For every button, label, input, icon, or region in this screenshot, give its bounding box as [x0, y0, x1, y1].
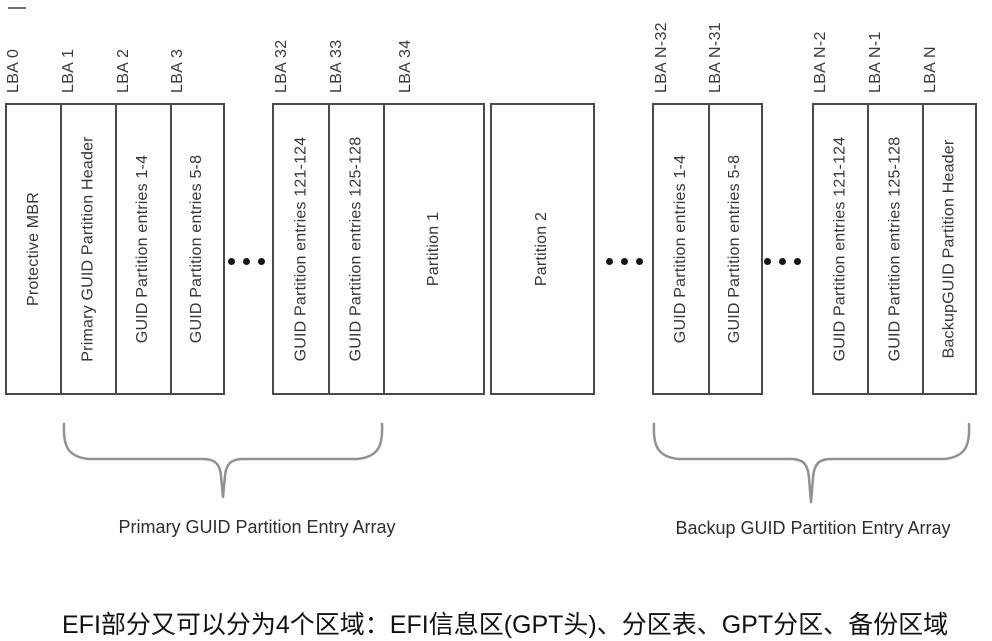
- lba-label-n: LBA N: [922, 46, 939, 93]
- box-primary-gpt-header: Primary GUID Partition Header: [60, 103, 117, 395]
- backup-array-brace: [652, 422, 971, 504]
- box-backup-entries-5-8: GUID Partition entries 5-8: [708, 103, 763, 395]
- box-partition-2: Partition 2: [490, 103, 595, 395]
- dot-icon: [794, 258, 801, 265]
- dot-icon: [258, 258, 265, 265]
- dot-icon: [764, 258, 771, 265]
- box-entries-125-128: GUID Partition entries 125-128: [328, 103, 385, 395]
- box-backup-entries-1-4: GUID Partition entries 1-4: [652, 103, 710, 395]
- box-partition-1: Partition 1: [383, 103, 485, 395]
- box-label: Partition 2: [533, 211, 551, 287]
- primary-array-label: Primary GUID Partition Entry Array: [118, 517, 396, 537]
- ellipsis-dots-middle: [606, 258, 643, 265]
- box-entries-1-4: GUID Partition entries 1-4: [115, 103, 172, 395]
- box-entries-5-8: GUID Partition entries 5-8: [170, 103, 225, 395]
- box-label: Partition 1: [425, 211, 442, 287]
- dot-icon: [636, 258, 643, 265]
- box-label: GUID Partition entries 5-8: [188, 154, 206, 344]
- backup-array-label: Backup GUID Partition Entry Array: [675, 518, 951, 538]
- box-label: BackupGUID Partition Header: [940, 139, 958, 359]
- dot-icon: [243, 258, 250, 265]
- box-label: GUID Partition entries 1-4: [672, 154, 690, 344]
- box-backup-entries-125-128: GUID Partition entries 125-128: [867, 103, 924, 395]
- box-protective-mbr: Protective MBR: [5, 103, 62, 395]
- box-label: GUID Partition entries 1-4: [134, 154, 152, 344]
- lba-label-3: LBA 3: [169, 48, 186, 93]
- box-label: GUID Partition entries 121-124: [292, 136, 309, 362]
- lba-label-2: LBA 2: [115, 48, 132, 93]
- box-entries-121-124: GUID Partition entries 121-124: [272, 103, 330, 395]
- lba-label-n31: LBA N-31: [707, 22, 724, 93]
- box-label: GUID Partition entries 125-128: [886, 136, 904, 362]
- box-label: Protective MBR: [24, 192, 42, 306]
- lba-label-0: LBA 0: [5, 48, 22, 93]
- box-label: GUID Partition entries 121-124: [831, 136, 849, 362]
- box-backup-gpt-header: BackupGUID Partition Header: [922, 103, 977, 395]
- lba-label-n2: LBA N-2: [812, 31, 829, 93]
- ellipsis-dots-left: [228, 258, 265, 265]
- lba-label-1: LBA 1: [60, 48, 77, 93]
- lba-label-34: LBA 34: [397, 39, 414, 93]
- lba-label-33: LBA 33: [328, 39, 345, 93]
- scan-artifact-line: [8, 7, 26, 9]
- box-label: Primary GUID Partition Header: [79, 136, 97, 362]
- box-label: GUID Partition entries 125-128: [347, 136, 365, 362]
- dot-icon: [779, 258, 786, 265]
- box-backup-entries-121-124: GUID Partition entries 121-124: [812, 103, 869, 395]
- efi-description-caption: EFI部分又可以分为4个区域：EFI信息区(GPT头)、分区表、GPT分区、备份…: [62, 611, 949, 639]
- lba-label-32: LBA 32: [273, 39, 290, 93]
- box-label: GUID Partition entries 5-8: [726, 154, 744, 344]
- dot-icon: [228, 258, 235, 265]
- dot-icon: [606, 258, 613, 265]
- lba-label-n1: LBA N-1: [867, 31, 884, 93]
- ellipsis-dots-right: [764, 258, 801, 265]
- lba-label-n32: LBA N-32: [653, 22, 670, 93]
- primary-array-brace: [62, 422, 384, 499]
- dot-icon: [621, 258, 628, 265]
